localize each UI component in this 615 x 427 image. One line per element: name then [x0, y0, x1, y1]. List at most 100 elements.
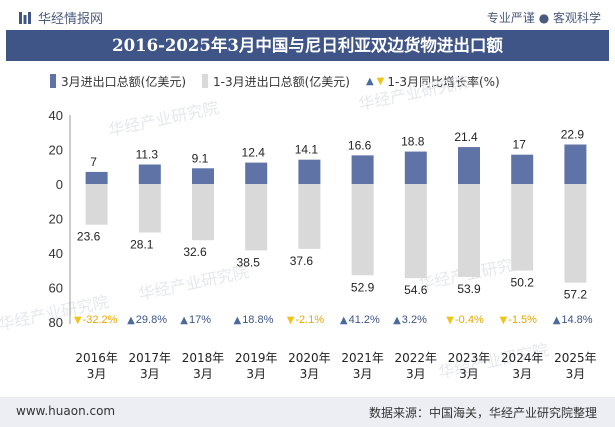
- x-tick-label-line2: 3月: [353, 367, 373, 381]
- growth-label: -1.5%: [508, 314, 537, 326]
- y-tick-label: 60: [49, 281, 63, 296]
- chart-canvas: 华经产业研究院华经产业研究院华经产业研究院华经产业研究院华经产业研究院华经产业研…: [0, 72, 597, 382]
- x-tick-label-line2: 3月: [87, 367, 107, 381]
- growth-down-marker: ▼: [499, 315, 507, 326]
- growth-label: 18.8%: [242, 314, 273, 326]
- down-triangle-icon: ▼: [376, 75, 385, 87]
- march-bar: [138, 164, 161, 184]
- growth-label: 29.8%: [136, 314, 167, 326]
- ytd-bar: [564, 184, 587, 283]
- brand-logo-icon: [19, 11, 31, 24]
- legend-item-ytd: 1-3月进出口总额(亿美元): [202, 73, 350, 90]
- top-bar: 华经情报网 专业严谨 ● 客观科学: [0, 0, 615, 32]
- march-value-label: 17: [513, 138, 527, 152]
- footer: www.huaon.com 数据来源：中国海关，华经产业研究院整理: [0, 397, 615, 427]
- x-tick-label: 2024年: [501, 351, 544, 365]
- growth-up-marker: ▲: [127, 315, 135, 326]
- footer-source: 数据来源：中国海关，华经产业研究院整理: [368, 406, 597, 420]
- ytd-value-label: 38.5: [237, 255, 261, 269]
- legend-swatch-march: [50, 74, 56, 88]
- ytd-bar: [192, 184, 214, 241]
- watermark-text: 华经产业研究院: [357, 72, 471, 114]
- x-tick-label: 2025年: [554, 351, 597, 365]
- x-tick-label-line2: 3月: [566, 367, 586, 381]
- x-tick-label-line2: 3月: [459, 367, 479, 381]
- chart-legend: 3月进出口总额(亿美元) 1-3月进出口总额(亿美元) ▲ ▼ 1-3月同比增长…: [50, 71, 516, 91]
- march-value-label: 18.8: [401, 135, 425, 149]
- march-value-label: 21.4: [454, 130, 478, 144]
- growth-up-marker: ▲: [340, 315, 348, 326]
- march-bar: [298, 159, 321, 184]
- x-tick-label: 2020年: [288, 351, 331, 365]
- march-value-label: 14.1: [295, 143, 319, 157]
- x-tick-label-line2: 3月: [246, 367, 266, 381]
- march-bar: [192, 168, 214, 184]
- ytd-value-label: 50.2: [511, 276, 535, 290]
- march-value-label: 12.4: [242, 146, 266, 160]
- march-value-label: 22.9: [561, 127, 585, 141]
- legend-label-march: 3月进出口总额(亿美元): [61, 74, 186, 89]
- ytd-bar: [138, 184, 161, 233]
- growth-down-marker: ▼: [287, 315, 295, 326]
- y-tick-label: 40: [49, 246, 63, 261]
- x-tick-label-line2: 3月: [140, 367, 160, 381]
- watermark-text: 华经产业研究院: [137, 262, 251, 304]
- legend-label-growth: 1-3月同比增长率(%): [387, 74, 500, 89]
- ytd-bar: [245, 184, 268, 251]
- ytd-bar: [458, 184, 480, 277]
- x-tick-label: 2019年: [235, 351, 278, 365]
- x-tick-label: 2021年: [341, 351, 384, 365]
- march-bar: [564, 144, 587, 184]
- ytd-bar: [351, 184, 374, 276]
- x-tick-label-line2: 3月: [406, 367, 426, 381]
- x-tick-label-line2: 3月: [193, 367, 213, 381]
- y-tick-label: 40: [49, 108, 63, 123]
- watermark-text: 华经产业研究院: [107, 98, 221, 140]
- growth-down-marker: ▼: [446, 315, 454, 326]
- march-bar: [458, 147, 480, 184]
- ytd-value-label: 53.9: [457, 282, 481, 296]
- x-tick-label: 2017年: [129, 351, 172, 365]
- ytd-value-label: 52.9: [351, 280, 375, 294]
- growth-label: -32.2%: [83, 314, 118, 326]
- x-tick-label: 2023年: [448, 351, 491, 365]
- ytd-value-label: 37.6: [290, 254, 314, 268]
- legend-label-ytd: 1-3月进出口总额(亿美元): [213, 74, 350, 89]
- march-bar: [245, 162, 268, 184]
- up-triangle-icon: ▲: [365, 75, 374, 87]
- x-tick-label: 2016年: [75, 351, 118, 365]
- x-tick-label-line2: 3月: [300, 367, 320, 381]
- growth-label: 14.8%: [561, 314, 592, 326]
- growth-up-marker: ▲: [553, 315, 561, 326]
- growth-label: -2.1%: [295, 314, 324, 326]
- footer-url[interactable]: www.huaon.com: [16, 404, 116, 418]
- legend-item-growth: ▲ ▼ 1-3月同比增长率(%): [366, 73, 500, 90]
- y-tick-label: 80: [49, 315, 63, 330]
- growth-label: 17%: [189, 314, 211, 326]
- march-value-label: 9.1: [192, 151, 209, 165]
- growth-label: 3.2%: [402, 314, 427, 326]
- ytd-bar: [298, 184, 321, 249]
- growth-label: 41.2%: [349, 314, 380, 326]
- x-tick-label-line2: 3月: [512, 367, 532, 381]
- brand-name: 华经情报网: [38, 12, 104, 27]
- ytd-bar: [85, 184, 108, 225]
- march-bar: [511, 154, 534, 184]
- x-tick-label: 2022年: [395, 351, 438, 365]
- march-bar: [85, 171, 108, 184]
- y-tick-label: 20: [49, 143, 63, 158]
- legend-item-march: 3月进出口总额(亿美元): [50, 73, 186, 90]
- growth-label: -0.4%: [455, 314, 484, 326]
- march-bar: [404, 151, 427, 184]
- march-value-label: 11.3: [136, 148, 159, 162]
- ytd-value-label: 28.1: [130, 237, 154, 251]
- brand: 华经情报网: [18, 8, 103, 27]
- ytd-bar: [404, 184, 427, 279]
- ytd-value-label: 57.2: [564, 288, 588, 302]
- march-bar: [351, 155, 374, 184]
- ytd-value-label: 54.6: [404, 283, 428, 297]
- growth-up-marker: ▲: [233, 315, 241, 326]
- x-tick-label: 2018年: [182, 351, 225, 365]
- growth-down-marker: ▼: [74, 315, 82, 326]
- growth-up-marker: ▲: [393, 315, 401, 326]
